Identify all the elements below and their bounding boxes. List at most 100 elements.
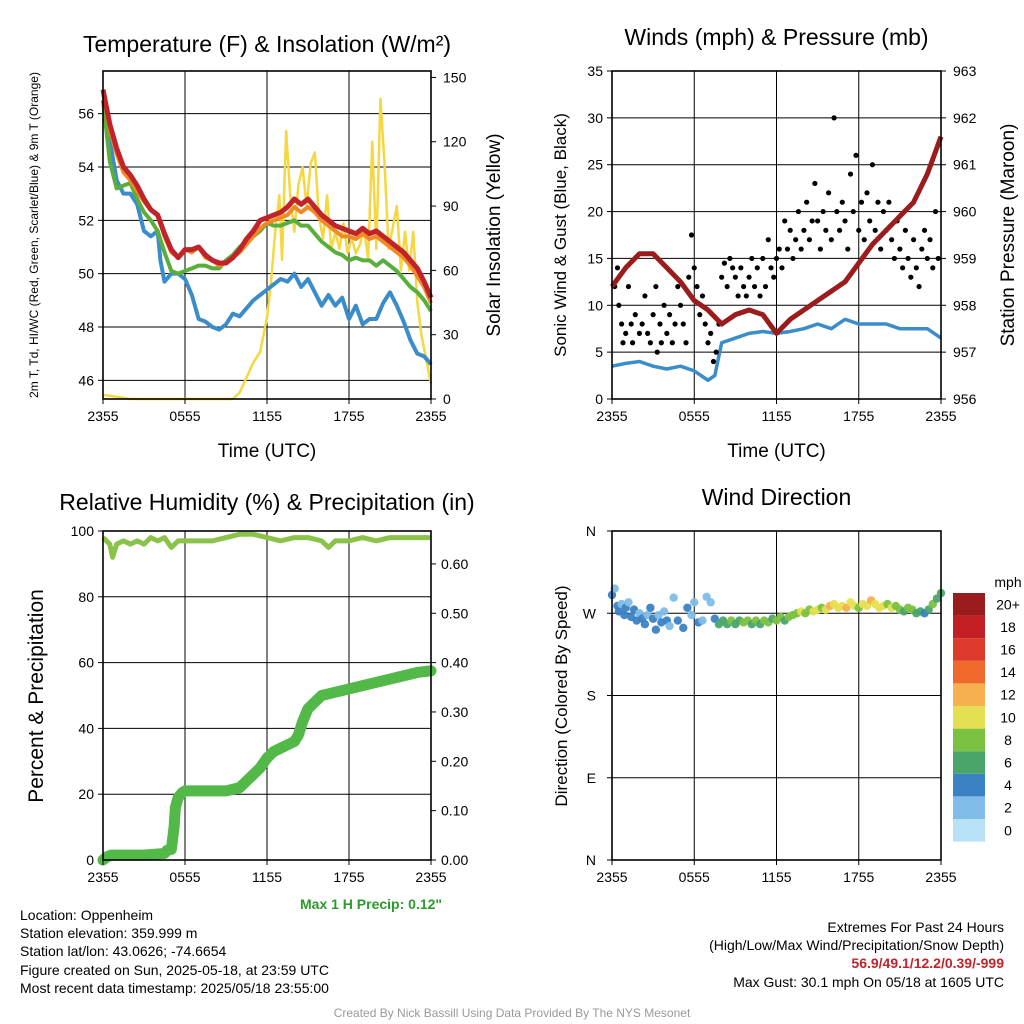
colorbar-tick-label-4: 8 [1004,732,1012,748]
gust-point [686,274,692,280]
gust-point [795,208,802,215]
gust-point [905,255,911,262]
gust-point [823,227,829,233]
gust-point [636,330,643,336]
y2-tick-label-2-6: 962 [953,110,977,126]
gust-point [809,218,815,224]
gust-point [746,274,752,280]
y-axis-label-2: Sonic Wind & Gust (Blue, Black) [551,113,570,357]
gust-point [916,283,922,290]
gust-point [875,199,881,205]
colorbar-swatch-0 [953,819,985,842]
gust-point [765,237,771,243]
pressure-line [609,135,944,336]
y2-tick-label-3-5: 0.50 [441,605,468,621]
gust-point [749,255,755,262]
gust-point [806,237,813,243]
gust-point [620,340,626,346]
y-tick-label-3-1: 20 [78,786,94,802]
gust-point [650,312,656,318]
gust-point [804,199,810,205]
gust-point [787,227,793,233]
x-tick-label-2-2: 1155 [761,408,791,424]
x-tick-label-1-0: 2355 [87,408,118,424]
y-tick-label-1-2: 50 [78,266,94,282]
y-tick-label-2-1: 5 [595,344,603,360]
gust-point [856,227,862,233]
direction-point [669,593,678,602]
gust-point [801,227,807,233]
y2-axis-label-1: Solar Insolation (Yellow) [484,133,505,336]
y-tick-label-2-6: 30 [587,110,603,126]
y2-tick-label-1-3: 90 [443,198,459,214]
gust-point [743,293,749,299]
insolation-line [102,97,433,401]
x-tick-label-3-2: 1155 [252,869,282,885]
timestamp-text: Most recent data timestamp: 2025/05/18 2… [20,979,329,996]
gust-point [825,190,832,196]
x-tick-label-1-4: 2355 [415,408,446,424]
y2-tick-label-2-7: 963 [953,63,977,79]
x-tick-label-2-1: 0555 [679,408,710,424]
gust-point [768,265,774,271]
colorbar-swatch-8 [953,638,985,661]
colorbar-tick-label-8: 16 [1000,642,1016,658]
y-tick-label-3-3: 60 [78,655,94,671]
elevation-text: Station elevation: 359.999 m [20,925,198,942]
gust-point [675,283,681,290]
gust-point [664,330,670,336]
gust-point [878,246,884,252]
colorbar-swatch-5 [953,706,985,729]
y-tick-label-4-4: N [586,523,596,539]
gust-point [623,330,629,336]
gust-point [771,274,777,280]
y2-tick-label-3-4: 0.40 [441,655,468,671]
direction-point [651,625,661,634]
y-tick-label-1-1: 48 [78,319,94,335]
gust-point [831,115,837,121]
gust-point [677,302,684,308]
colorbar-unit-label: mph [994,574,1021,590]
y2-tick-label-2-4: 960 [953,204,977,220]
y-tick-label-1-3: 52 [78,212,94,228]
y-tick-label-3-5: 100 [71,523,95,539]
gust-point [654,349,660,355]
x-tick-label-1-3: 1755 [333,408,364,424]
x-tick-label-3-1: 0555 [169,869,200,885]
extremes-info: Extremes For Past 24 Hours (High/Low/Max… [709,918,1004,991]
gust-point [683,340,689,346]
y-tick-label-3-4: 80 [78,589,94,605]
gust-point [741,283,747,290]
gust-point [618,321,625,327]
gust-point [724,283,730,290]
temperature-line-3 [100,89,434,299]
gust-point [705,340,711,346]
gust-point [688,232,695,238]
direction-point [665,621,674,631]
gust-point [680,321,686,327]
x-tick-label-4-3: 1755 [843,869,874,885]
gust-point [853,152,859,158]
y-tick-label-3-2: 40 [78,720,94,736]
direction-point [679,623,688,633]
x-tick-label-4-4: 2355 [925,869,956,885]
extremes-title: Extremes For Past 24 Hours [827,919,1004,935]
gust-point [776,246,782,252]
colorbar-swatch-3 [953,751,985,774]
colorbar-swatch-4 [953,728,985,752]
latlon-text: Station lat/lon: 43.0626; -74.6654 [20,943,227,960]
gust-point [910,237,917,243]
gust-point [861,237,867,243]
y2-tick-label-1-0: 0 [443,391,451,407]
x-axis-label-1: Time (UTC) [218,441,317,462]
max-gust-text: Max Gust: 30.1 mph On 05/18 at 1605 UTC [733,973,1004,990]
created-text: Figure created on Sun, 2025-05-18, at 23… [20,961,329,978]
gust-point [897,246,903,252]
gust-point [902,227,908,233]
credit-text: Created By Nick Bassill Using Data Provi… [333,1006,691,1020]
gust-point [721,260,728,266]
x-tick-label-2-4: 2355 [925,408,956,424]
gust-point [790,255,796,262]
y-tick-label-2-2: 10 [587,297,603,313]
